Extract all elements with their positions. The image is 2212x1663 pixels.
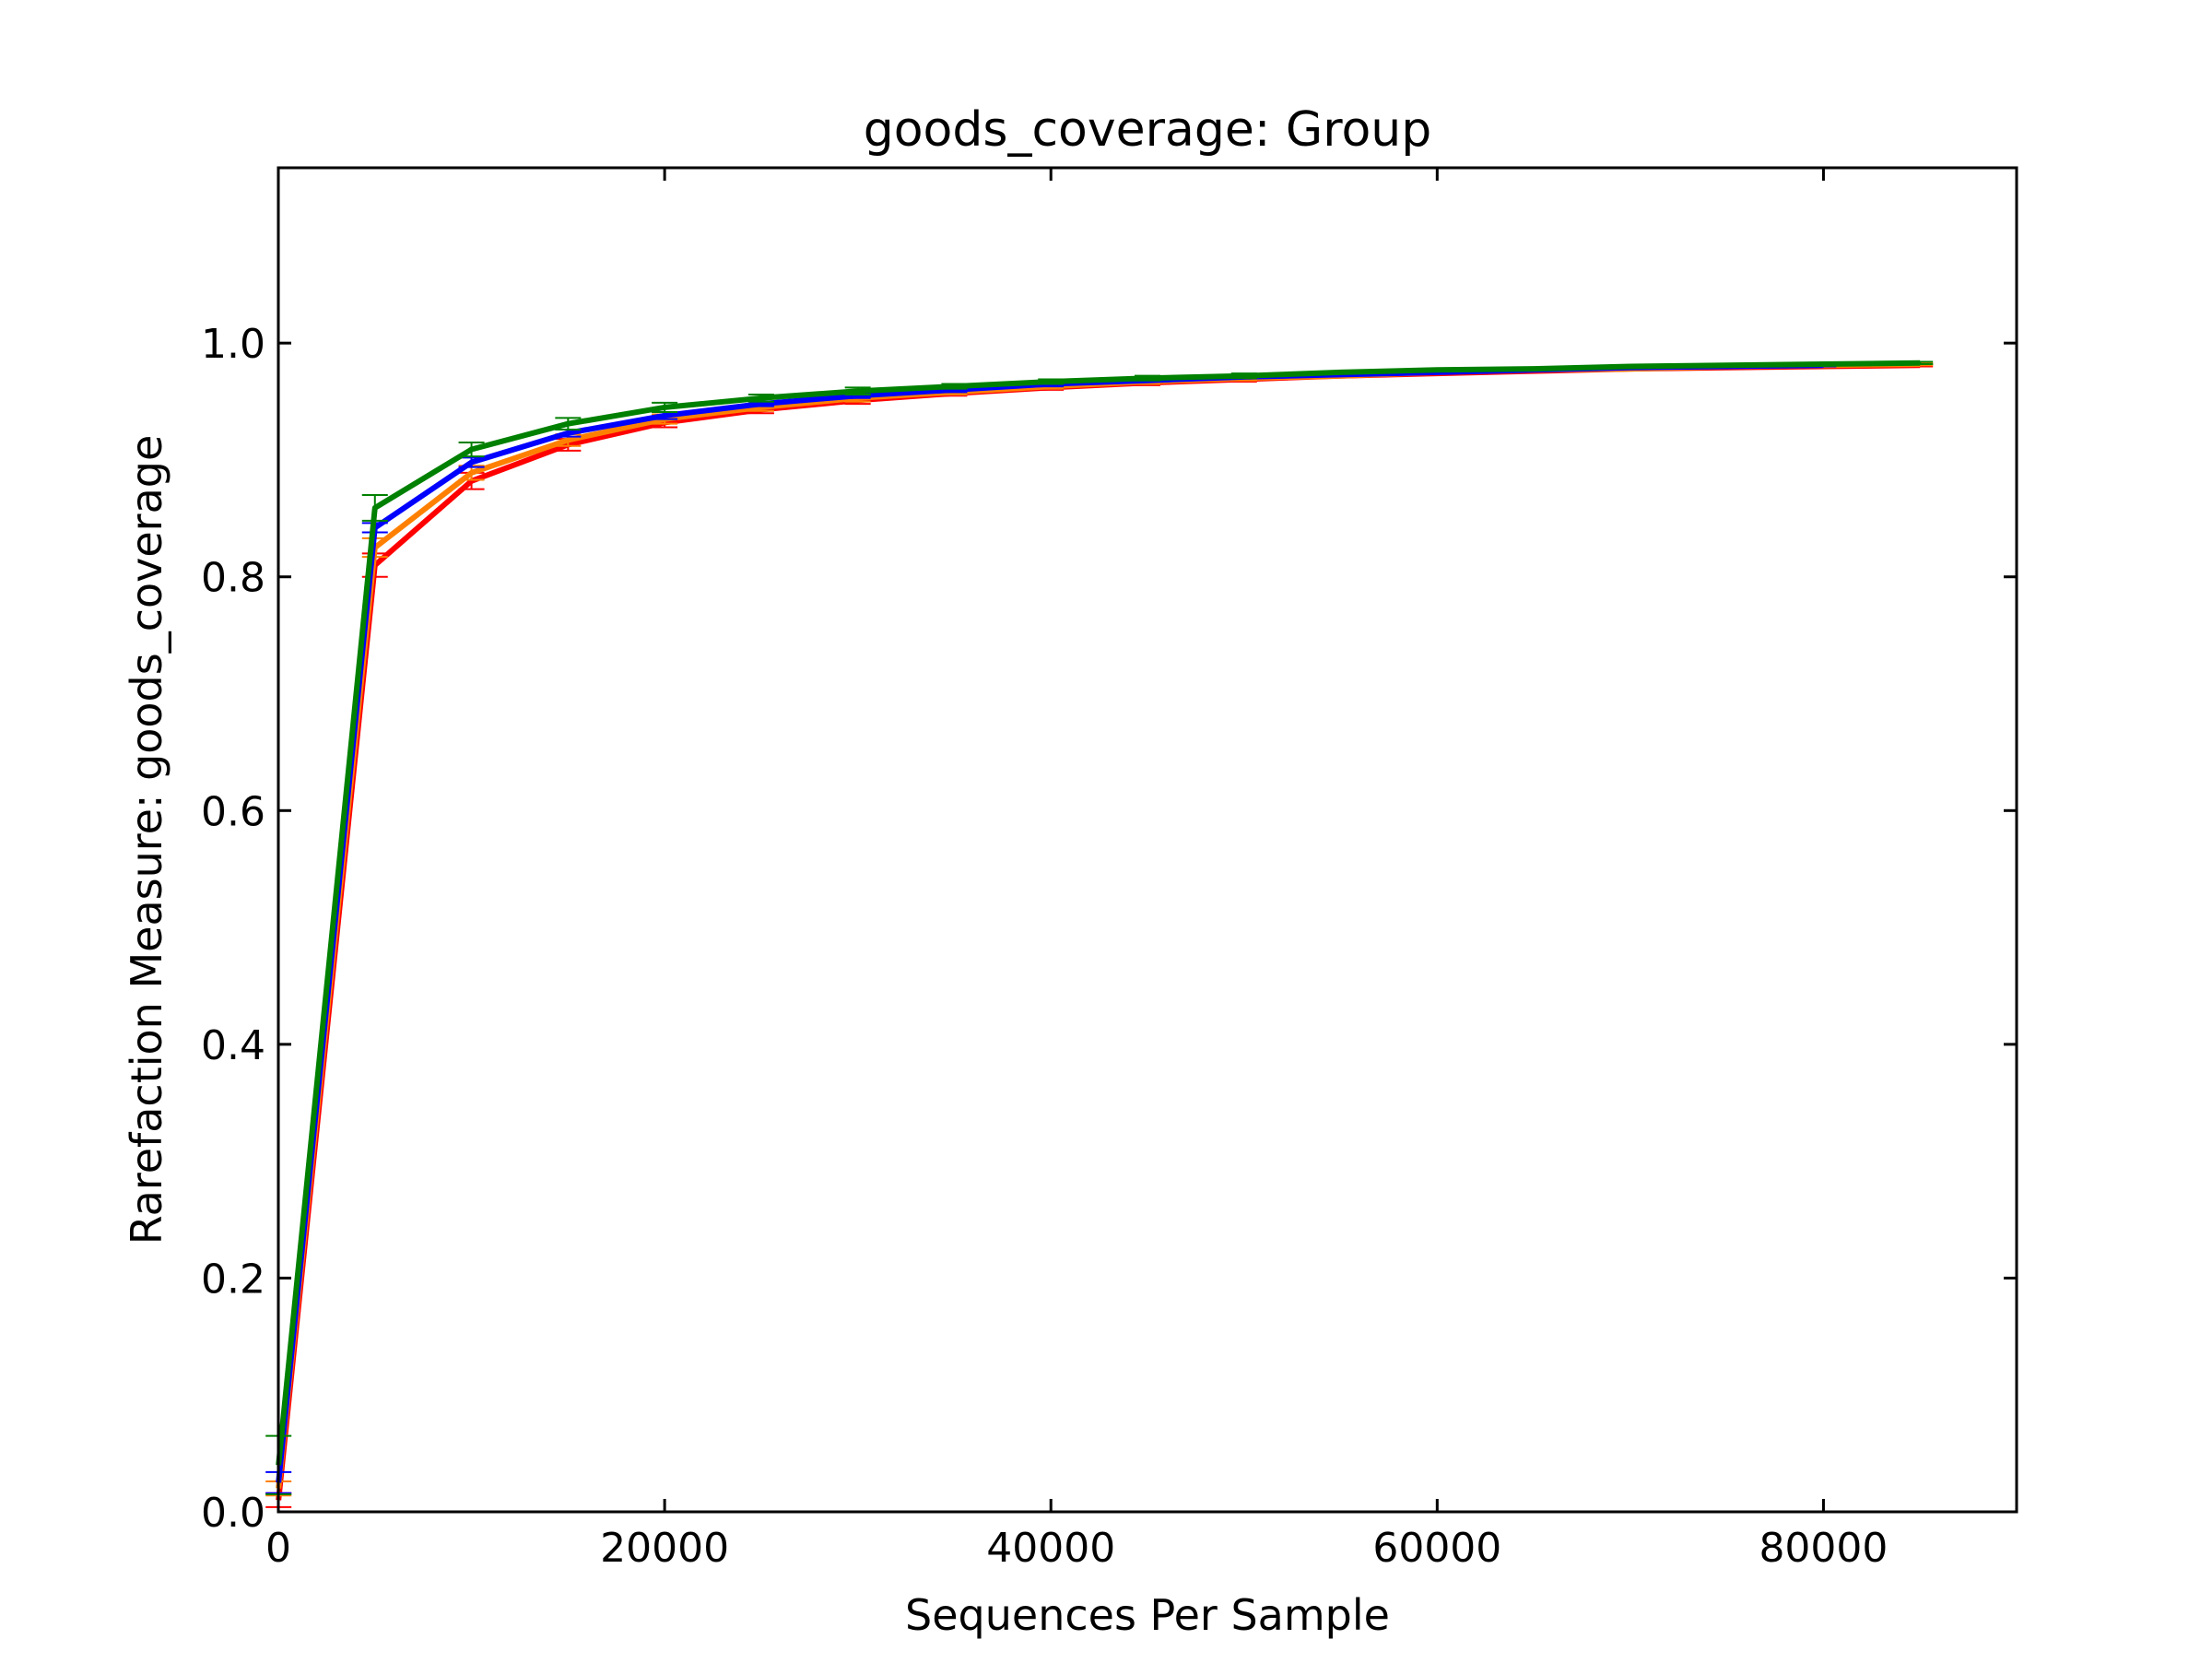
y-tick-label: 0.6 bbox=[201, 788, 265, 835]
x-tick-label: 20000 bbox=[600, 1525, 729, 1572]
y-tick-label: 0.0 bbox=[201, 1490, 265, 1537]
x-axis-label: Sequences Per Sample bbox=[905, 1590, 1390, 1640]
y-tick-label: 0.8 bbox=[201, 555, 265, 602]
y-tick-label: 0.4 bbox=[201, 1022, 265, 1069]
y-tick-label: 0.2 bbox=[201, 1256, 265, 1303]
chart-title: goods_coverage: Group bbox=[864, 102, 1432, 158]
x-tick-label: 80000 bbox=[1759, 1525, 1888, 1572]
plot-frame bbox=[276, 166, 2018, 1514]
y-tick-label: 1.0 bbox=[201, 321, 265, 368]
x-tick-label: 0 bbox=[265, 1525, 291, 1572]
series-group bbox=[265, 360, 1934, 1495]
x-tick-label: 60000 bbox=[1372, 1525, 1501, 1572]
series-layer bbox=[265, 360, 1934, 1508]
series-line bbox=[276, 360, 1921, 1466]
y-axis-label: Rarefaction Measure: goods_coverage bbox=[122, 435, 171, 1245]
x-tick-label: 40000 bbox=[986, 1525, 1115, 1572]
ticks-layer: 0 20000 40000 60000 80000 0.0 0.2 0.4 0.6 0.8 1.0 bbox=[201, 168, 2017, 1572]
